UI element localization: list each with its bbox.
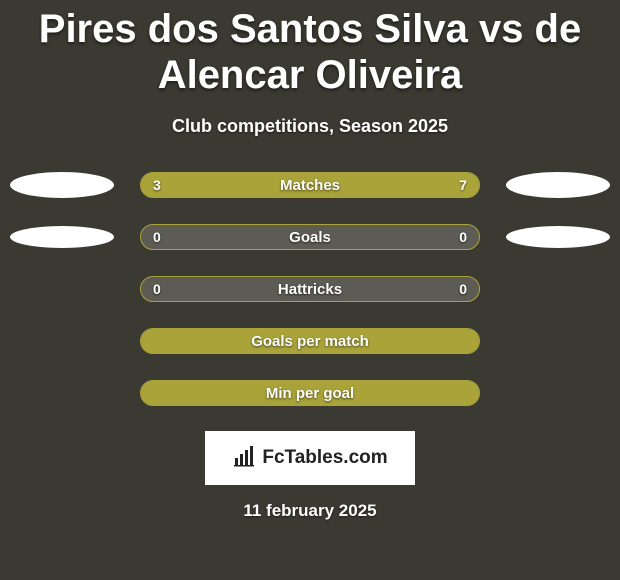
stat-value-right: 7 [459, 177, 467, 193]
bar-chart-icon [232, 444, 256, 473]
stat-label: Matches [280, 177, 340, 194]
comparison-row: Min per goal [0, 379, 620, 407]
comparison-rows: 3 7 Matches 0 0 Goals 0 0 Hattricks Goals per mat… [0, 171, 620, 407]
stat-value-right: 0 [459, 229, 467, 245]
avatar-right [506, 226, 610, 248]
stat-label: Min per goal [266, 385, 354, 402]
logo-text: FcTables.com [262, 447, 387, 469]
avatar-right [506, 172, 610, 198]
stat-value-left: 0 [153, 229, 161, 245]
stat-bar: 0 0 Hattricks [140, 276, 480, 302]
avatar-left [10, 172, 114, 198]
infographic-container: Pires dos Santos Silva vs de Alencar Oli… [0, 0, 620, 521]
avatar-left [10, 226, 114, 248]
stat-value-right: 0 [459, 281, 467, 297]
page-title: Pires dos Santos Silva vs de Alencar Oli… [0, 6, 620, 98]
stat-value-left: 3 [153, 177, 161, 193]
bar-fill-right [242, 173, 479, 197]
comparison-row: 0 0 Goals [0, 223, 620, 251]
stat-bar: 3 7 Matches [140, 172, 480, 198]
stat-bar: Min per goal [140, 380, 480, 406]
stat-bar: 0 0 Goals [140, 224, 480, 250]
stat-label: Goals [289, 229, 331, 246]
stat-value-left: 0 [153, 281, 161, 297]
stat-label: Goals per match [251, 333, 369, 350]
stat-label: Hattricks [278, 281, 342, 298]
subtitle: Club competitions, Season 2025 [0, 116, 620, 137]
comparison-row: Goals per match [0, 327, 620, 355]
comparison-row: 0 0 Hattricks [0, 275, 620, 303]
stat-bar: Goals per match [140, 328, 480, 354]
comparison-row: 3 7 Matches [0, 171, 620, 199]
logo-box: FcTables.com [205, 431, 415, 485]
date-label: 11 february 2025 [0, 501, 620, 521]
